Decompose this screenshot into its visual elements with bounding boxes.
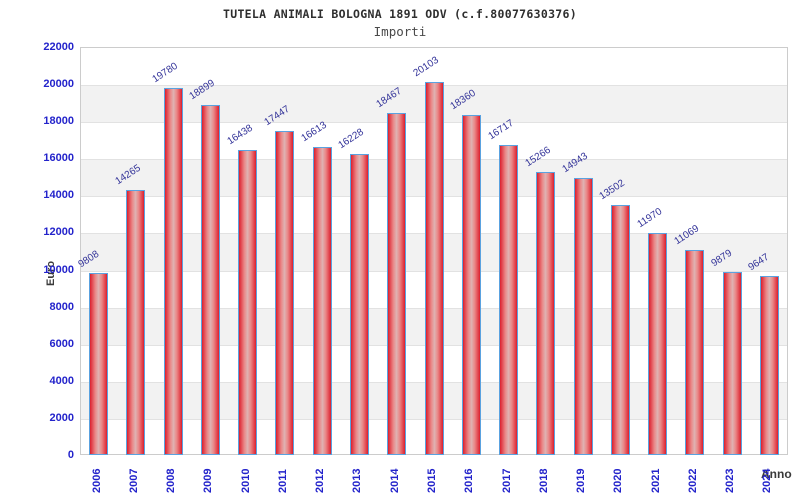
- x-tick-label: 2011: [276, 469, 289, 493]
- y-tick-label: 8000: [49, 300, 74, 313]
- bar: [685, 249, 705, 455]
- x-tick-label: 2022: [686, 468, 699, 493]
- bar: [499, 144, 519, 455]
- y-tick-label: 20000: [43, 78, 74, 91]
- bar: [349, 154, 369, 455]
- bar: [722, 271, 742, 455]
- x-tick-label: 2007: [127, 468, 140, 493]
- y-tick-label: 2000: [49, 411, 74, 424]
- chart-subtitle: Importi: [373, 24, 427, 39]
- bar: [126, 190, 146, 455]
- y-tick-label: 4000: [49, 374, 74, 387]
- x-tick-label: 2014: [388, 468, 401, 493]
- bar: [275, 131, 295, 455]
- bar: [573, 177, 593, 455]
- x-tick-label: 2009: [202, 468, 215, 493]
- bar: [536, 171, 556, 455]
- y-tick-label: 22000: [43, 41, 74, 53]
- x-tick-label: 2006: [90, 468, 103, 493]
- x-tick-label: 2015: [426, 468, 438, 493]
- y-tick-label: 0: [67, 449, 74, 461]
- bar: [312, 146, 332, 455]
- y-tick-label: 18000: [43, 115, 74, 128]
- x-tick-label: 2021: [649, 468, 662, 493]
- bar: [648, 233, 668, 455]
- x-tick-label: 2012: [314, 468, 327, 493]
- bar: [163, 88, 183, 455]
- x-tick-label: 2008: [165, 468, 178, 493]
- bar: [238, 150, 258, 455]
- y-tick-label: 16000: [43, 152, 74, 165]
- chart-title: TUTELA ANIMALI BOLOGNA 1891 ODV (c.f.800…: [223, 7, 577, 21]
- bar: [610, 204, 630, 455]
- x-tick-label: 2016: [463, 468, 476, 493]
- x-tick-label: 2023: [724, 468, 737, 493]
- x-tick-label: 2018: [537, 468, 550, 493]
- x-tick-label: 2024: [761, 468, 774, 493]
- x-tick-label: 2020: [612, 468, 625, 493]
- bar: [461, 114, 481, 455]
- y-tick-label: 14000: [43, 189, 74, 202]
- x-axis-title: Anno: [761, 467, 792, 481]
- x-tick-label: 2010: [239, 468, 252, 493]
- y-tick-label: 10000: [43, 263, 74, 276]
- bar: [89, 273, 109, 455]
- bar: [424, 82, 444, 455]
- x-tick-label: 2013: [351, 468, 364, 493]
- bar: [759, 276, 779, 455]
- y-tick-label: 12000: [43, 226, 74, 239]
- x-tick-label: 2017: [500, 468, 513, 493]
- bar: [200, 104, 220, 455]
- bar: [387, 112, 407, 455]
- x-tick-label: 2019: [575, 468, 588, 493]
- y-tick-label: 6000: [49, 337, 74, 350]
